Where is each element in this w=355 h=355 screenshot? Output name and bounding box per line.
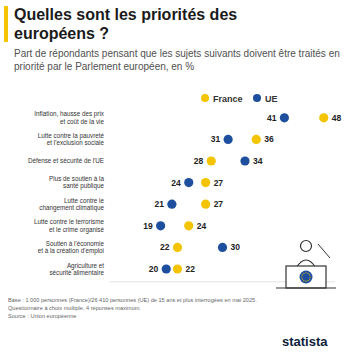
data-label: 24 bbox=[171, 178, 181, 188]
dot bbox=[156, 221, 165, 230]
category-line: Soutien à l'économie bbox=[46, 240, 105, 247]
chart-root: Quelles sont les priorités des européens… bbox=[0, 0, 355, 355]
data-label: 27 bbox=[214, 178, 224, 188]
legend-swatch bbox=[253, 94, 261, 102]
credit-logo: statista bbox=[282, 334, 328, 349]
data-label: 28 bbox=[194, 156, 204, 166]
category-line: et l'exclusion sociale bbox=[47, 139, 105, 146]
eu-star bbox=[309, 279, 310, 280]
eu-star bbox=[305, 272, 306, 273]
category-line: et le crime organisé bbox=[49, 226, 104, 234]
data-label: 20 bbox=[149, 264, 159, 274]
marks bbox=[156, 113, 328, 273]
eu-star bbox=[309, 274, 310, 275]
category-line: santé publique bbox=[63, 182, 104, 190]
lectern bbox=[286, 266, 326, 288]
data-label: 41 bbox=[267, 113, 277, 123]
floor bbox=[276, 287, 336, 288]
title: Quelles sont les priorités des européens… bbox=[14, 5, 246, 43]
category-label: Lutte contre la pauvretéet l'exclusion s… bbox=[38, 132, 105, 146]
category-line: Défense et sécurité de l'UE bbox=[28, 157, 104, 164]
category-label: Plus de soutien à lasanté publique bbox=[49, 175, 104, 190]
data-label: 22 bbox=[160, 242, 170, 252]
data-label: 36 bbox=[264, 134, 274, 144]
data-label: 34 bbox=[253, 156, 263, 166]
dot bbox=[173, 243, 182, 252]
dot bbox=[167, 200, 176, 209]
category-line: Lutte contre le bbox=[64, 197, 104, 204]
dot bbox=[201, 178, 210, 187]
footnote: Base : 1 000 personnes (France)/26 410 p… bbox=[8, 297, 257, 303]
category-line: Lutte contre le terrorisme bbox=[34, 218, 104, 225]
category-label: Agriculture etsécurité alimentaire bbox=[49, 262, 104, 276]
dot bbox=[184, 221, 193, 230]
dot bbox=[240, 156, 249, 165]
accent-bar bbox=[4, 6, 8, 42]
category-label: Lutte contre lechangement climatique bbox=[39, 197, 104, 212]
dot bbox=[218, 243, 227, 252]
data-label: 22 bbox=[186, 264, 196, 274]
data-label: 27 bbox=[214, 199, 224, 209]
category-label: Inflation, hausse des prixet coût de la … bbox=[34, 110, 105, 124]
category-label: Lutte contre le terrorismeet le crime or… bbox=[34, 218, 104, 233]
category-label: Défense et sécurité de l'UE bbox=[28, 157, 104, 164]
dot bbox=[162, 264, 171, 273]
category-line: et à la création d'emploi bbox=[38, 247, 104, 255]
illustration bbox=[276, 241, 336, 289]
eu-star bbox=[308, 280, 309, 281]
dot bbox=[224, 135, 233, 144]
data-label: 19 bbox=[143, 221, 153, 231]
subtitle: Part de répondants pensant que les sujet… bbox=[14, 47, 350, 73]
category-label: Soutien à l'économieet à la création d'e… bbox=[38, 240, 105, 255]
chart-canvas: France UE Inflation, hausse des prixet coû… bbox=[0, 0, 355, 355]
data-label: 21 bbox=[154, 199, 164, 209]
category-line: et coût de la vie bbox=[60, 118, 105, 125]
eu-star bbox=[308, 273, 309, 274]
dot bbox=[201, 200, 210, 209]
footnote: Questionnaire à choix multiple, 4 répons… bbox=[8, 305, 142, 311]
eu-star bbox=[301, 276, 302, 277]
dot bbox=[207, 156, 216, 165]
eu-star bbox=[305, 281, 306, 282]
eu-star bbox=[310, 276, 311, 277]
eu-star bbox=[303, 280, 304, 281]
dot bbox=[280, 113, 289, 122]
category-line: Plus de soutien à la bbox=[49, 175, 104, 182]
footnote: Source : Union européenne bbox=[8, 313, 76, 319]
eu-star bbox=[303, 273, 304, 274]
data-label: 48 bbox=[332, 113, 342, 123]
eu-star bbox=[302, 279, 303, 280]
eu-flag bbox=[300, 271, 313, 284]
data-label: 24 bbox=[197, 221, 207, 231]
eu-star bbox=[302, 274, 303, 275]
speaker-head bbox=[301, 241, 312, 252]
category-line: changement climatique bbox=[39, 204, 104, 212]
microphone bbox=[318, 244, 330, 258]
dot bbox=[184, 178, 193, 187]
legend-swatch bbox=[201, 94, 209, 102]
dot bbox=[319, 113, 328, 122]
legend-label: France bbox=[213, 94, 243, 104]
data-label: 30 bbox=[231, 242, 241, 252]
data-label: 31 bbox=[211, 134, 221, 144]
legend-label: UE bbox=[265, 94, 278, 104]
dot bbox=[173, 264, 182, 273]
category-line: sécurité alimentaire bbox=[49, 269, 104, 276]
dot bbox=[252, 135, 261, 144]
